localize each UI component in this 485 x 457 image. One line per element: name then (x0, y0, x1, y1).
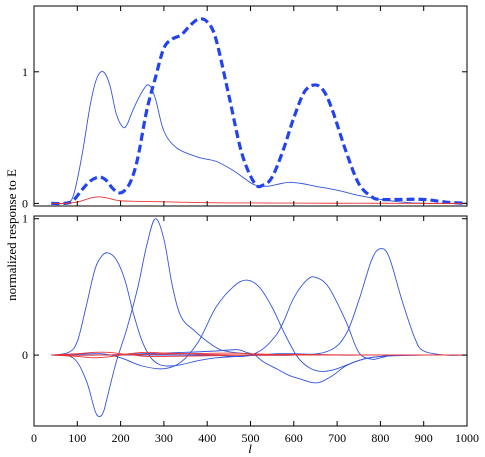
x-tick-label: 600 (285, 431, 303, 445)
x-tick-label: 100 (68, 431, 86, 445)
plot-frame (33, 215, 468, 427)
top-panel: 01 (22, 5, 468, 210)
series-line-3 (51, 196, 467, 204)
bottom-panel: 0 1 0 100 200 300 400 500 600 700 800 900 1000 (22, 212, 479, 445)
series-line-9 (51, 352, 467, 356)
x-tick-label: 900 (415, 431, 433, 445)
plot-area (51, 218, 467, 417)
x-tick-label: 200 (112, 431, 130, 445)
x-tick-label: 500 (242, 431, 260, 445)
y-tick-label: 1 (22, 212, 28, 226)
series-line-5 (51, 276, 467, 360)
y-tick-label: 1 (22, 65, 28, 79)
x-tick-label: 1000 (455, 431, 479, 445)
plot-frame (33, 5, 468, 207)
y-axis-label: normalized response to E (4, 169, 19, 301)
series-line-2 (51, 17, 467, 206)
series-line-4 (51, 349, 467, 384)
plot-area (51, 17, 467, 206)
y-tick-label: 0 (22, 196, 28, 210)
x-tick-label: 800 (371, 431, 389, 445)
y-tick-label: 0 (22, 348, 28, 362)
x-tick-label: 300 (155, 431, 173, 445)
x-tick-label: 400 (198, 431, 216, 445)
series-line-6 (51, 248, 467, 356)
series-line-3 (51, 279, 467, 372)
x-tick-label: 700 (328, 431, 346, 445)
x-tick-label: 0 (31, 431, 37, 445)
series-line-1 (51, 71, 467, 205)
series-line-2 (51, 218, 467, 417)
x-axis-label: l (248, 441, 252, 456)
